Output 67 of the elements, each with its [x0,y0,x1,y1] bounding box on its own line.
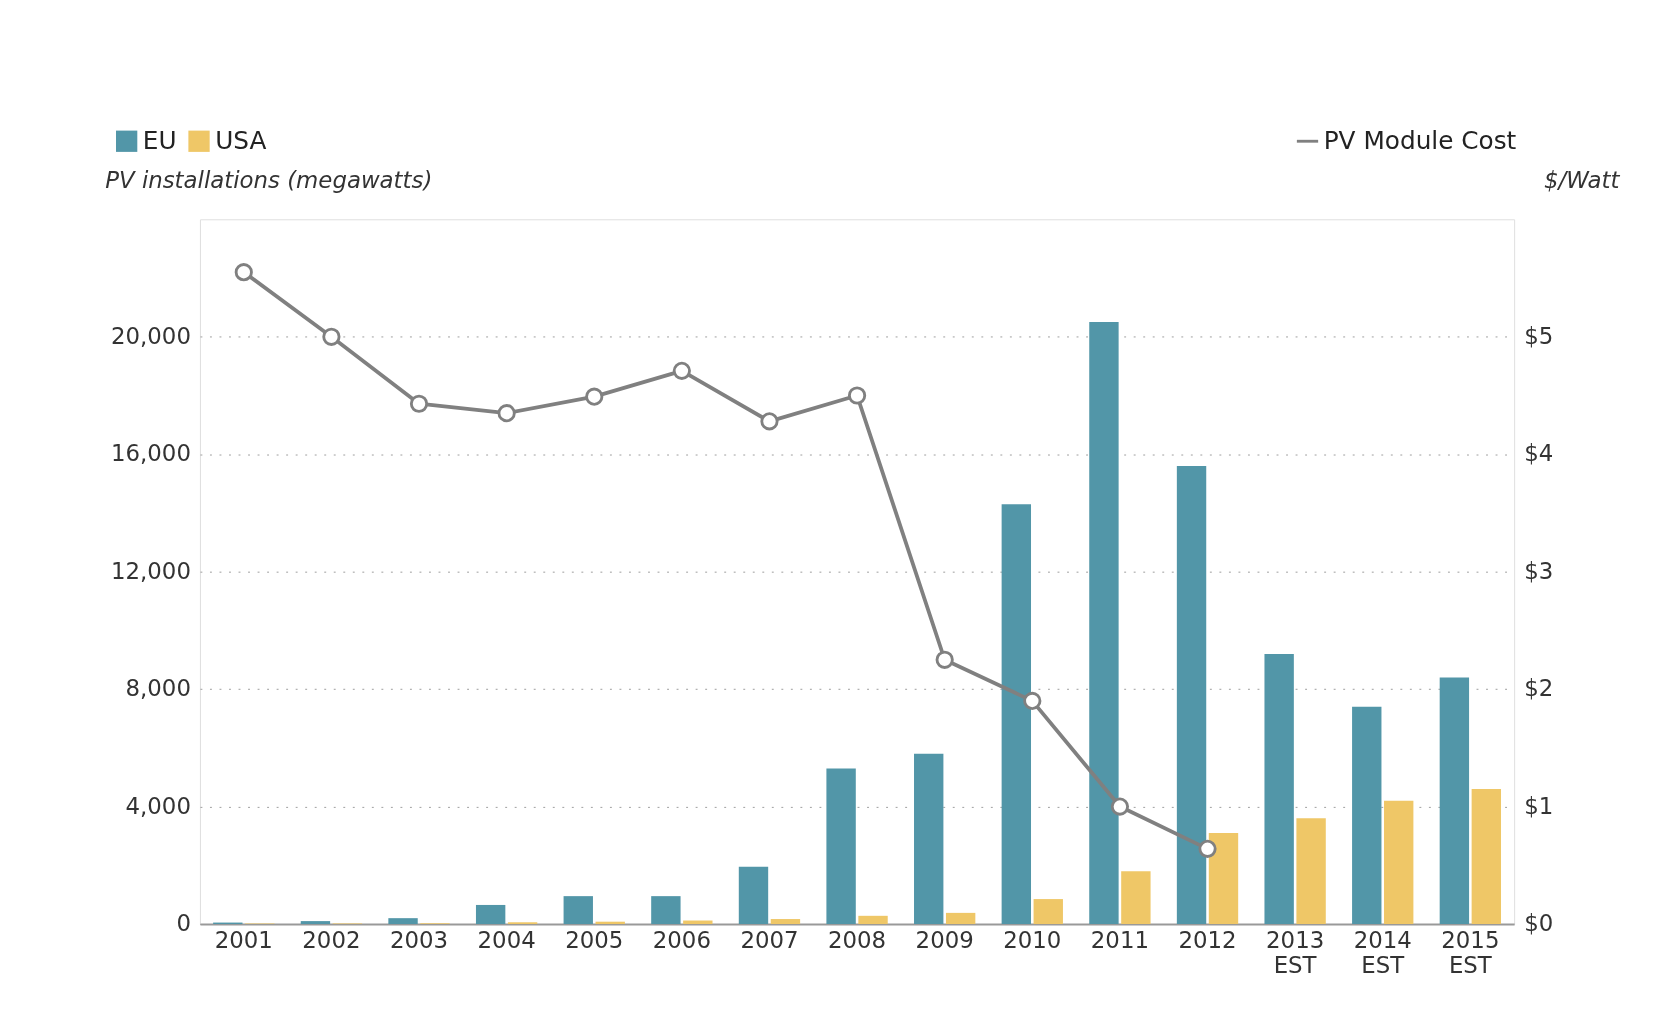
bar [1033,899,1063,925]
x-tick-label: 2007 [740,927,799,954]
bar [858,915,888,925]
x-tick-label: 2012 [1178,927,1237,954]
x-tick-label: 2008 [828,927,887,954]
bar [826,768,856,925]
point [1198,839,1217,858]
y2-tick-label: $5 [1524,322,1554,349]
y2-axis-title: $/Watt [1543,167,1621,194]
point [760,412,779,431]
x-tick-label: 2006 [652,927,711,954]
legend-label: PV Module Cost [1323,125,1517,155]
legend-label: USA [215,125,267,155]
bar [1089,322,1119,925]
x-tick-label: 2015 EST [1441,927,1500,979]
y2-tick-label: $3 [1524,557,1554,584]
x-tick-label: 2009 [915,927,974,954]
bar [1471,788,1502,925]
point [1110,797,1130,816]
y-tick-label: 0 [176,910,191,937]
bar [945,912,976,925]
bar [1296,818,1326,925]
bar [1121,871,1151,925]
bar [1352,706,1382,925]
x-tick-label: 2010 [1003,927,1062,954]
x-tick-label: 2004 [477,927,536,954]
y2-tick-label: $2 [1524,675,1554,702]
bar [738,866,769,925]
bar [1176,465,1207,925]
y2-tick-label: $1 [1524,792,1554,819]
bar [300,921,331,925]
bar [1439,677,1470,925]
bar [563,896,593,925]
x-tick-label: 2001 [214,927,273,954]
bar [388,918,418,925]
bar [770,919,801,925]
bar [475,904,506,925]
y2-tick-label: $0 [1524,910,1554,937]
point [672,361,691,380]
x-tick-label: 2011 [1090,927,1149,954]
point [935,650,954,669]
bar [1264,653,1294,925]
y-axis-title: PV installations (megawatts) [105,167,433,194]
y-tick-label: 12,000 [111,557,191,584]
point [847,386,867,405]
x-tick-label: 2013 EST [1266,927,1325,979]
bar [1208,833,1239,925]
y-tick-label: 16,000 [111,440,191,467]
x-tick-label: 2003 [389,927,449,954]
point [409,394,429,413]
point [234,263,253,282]
point [585,387,604,406]
x-tick-label: 2002 [302,927,361,954]
y-tick-label: 8,000 [125,675,191,702]
bar [651,896,681,925]
point [497,404,516,423]
legend-label: EU [142,125,177,155]
y2-tick-label: $4 [1524,440,1554,467]
y-tick-label: 20,000 [111,322,191,349]
bar [1384,800,1414,925]
bar [914,753,944,925]
x-tick-label: 2014 EST [1353,927,1412,979]
point [1023,691,1042,710]
bar [1001,504,1032,925]
point [322,327,341,346]
x-tick-label: 2005 [565,927,624,954]
y-tick-label: 4,000 [125,792,191,819]
